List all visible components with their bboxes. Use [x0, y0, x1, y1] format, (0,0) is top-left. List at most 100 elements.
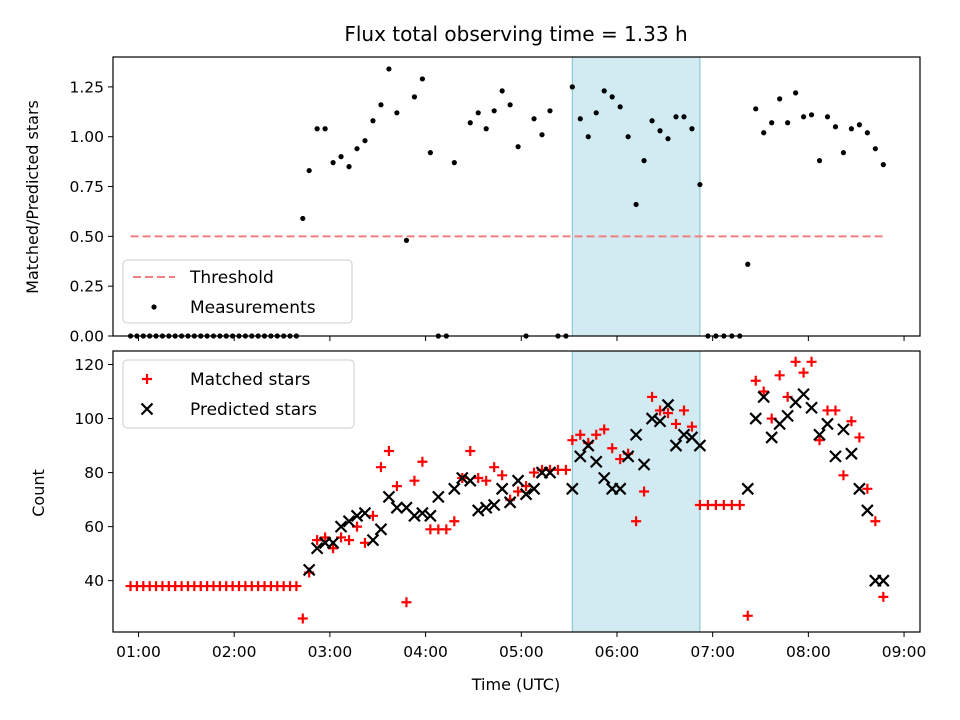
matched-point	[734, 500, 745, 511]
matched-legend-swatch	[142, 374, 152, 384]
measurement-point	[354, 146, 360, 152]
measurement-point	[609, 94, 615, 100]
chart-title: Flux total observing time = 1.33 h	[344, 22, 687, 46]
predicted-point	[653, 414, 667, 428]
matched-point	[449, 516, 460, 527]
predicted-point	[358, 506, 372, 520]
predicted-point	[326, 536, 340, 550]
predicted-point	[597, 471, 611, 485]
measurement-point	[507, 102, 513, 108]
predicted-point	[797, 387, 810, 401]
predicted-legend-swatch	[140, 402, 154, 416]
bottom-y-axis-label: Count	[29, 469, 48, 517]
matched-point	[846, 416, 857, 427]
measurement-point	[689, 126, 695, 132]
x-tick-label: 09:00	[882, 643, 927, 661]
matched-point	[670, 418, 681, 429]
bottom-y-tick-label: 60	[84, 518, 104, 536]
top-y-tick-label: 0.00	[69, 328, 104, 346]
matched-point	[312, 535, 323, 546]
matched-point	[291, 581, 302, 592]
measurement-point	[539, 132, 545, 138]
predicted-point	[781, 409, 794, 423]
bottom-plot-frame	[112, 350, 921, 633]
measurement-point	[499, 88, 505, 94]
predicted-point	[519, 487, 533, 501]
measurement-point	[601, 88, 607, 94]
predicted-point	[741, 482, 755, 496]
measurement-point	[585, 134, 591, 140]
x-tick-label: 04:00	[403, 643, 448, 661]
measurement-point	[593, 110, 599, 116]
predicted-point	[574, 450, 587, 463]
predicted-point	[805, 401, 818, 415]
measurement-point	[467, 120, 473, 126]
x-tick-label: 01:00	[116, 643, 161, 661]
predicted-point	[424, 509, 437, 523]
measurement-point	[394, 110, 400, 116]
predicted-point	[503, 496, 517, 509]
matched-point	[401, 597, 412, 608]
matched-point	[481, 475, 492, 486]
threshold-legend-label: Threshold	[189, 268, 274, 288]
measurement-point	[665, 136, 671, 142]
matched-point	[790, 356, 801, 367]
x-tick-label: 05:00	[499, 643, 544, 661]
measurement-point	[856, 122, 862, 128]
top-y-tick-label: 0.50	[69, 228, 104, 246]
measurement-point	[824, 114, 831, 120]
predicted-point	[821, 417, 834, 431]
measurement-point	[808, 112, 815, 118]
predicted-point	[366, 533, 380, 547]
measurement-point	[777, 96, 783, 102]
predicted-point	[455, 471, 469, 485]
measurement-point	[864, 130, 870, 136]
predicted-point	[408, 509, 421, 523]
measurement-point	[346, 164, 352, 170]
predicted-point	[661, 398, 675, 412]
measurement-point	[515, 144, 521, 150]
measurement-point	[840, 150, 847, 156]
predicted-point	[693, 439, 707, 452]
matched-point	[529, 467, 540, 478]
measurement-point	[577, 116, 583, 122]
x-tick-label: 08:00	[786, 643, 831, 661]
measurement-point	[633, 201, 639, 208]
bottom-y-tick-label: 40	[84, 572, 104, 590]
bottom-shaded-region	[571, 350, 701, 633]
matched-point	[591, 429, 602, 440]
predicted-point	[479, 501, 493, 514]
measurement-point	[370, 118, 376, 124]
matched-legend-label: Matched stars	[190, 370, 310, 390]
bottom-legend-box	[122, 359, 355, 429]
top-legend: Threshold Measurements	[122, 259, 353, 324]
matched-point	[560, 464, 571, 475]
matched-point	[344, 535, 355, 546]
matched-point	[409, 475, 420, 486]
predicted-point	[613, 482, 627, 496]
matched-point	[830, 405, 841, 416]
measurement-point	[769, 120, 775, 126]
measurement-point	[816, 158, 823, 164]
matched-point	[862, 483, 873, 494]
x-tick-label: 03:00	[308, 643, 353, 661]
predicted-point	[310, 541, 324, 555]
top-y-tick-label: 0.25	[69, 278, 104, 296]
matched-point	[758, 386, 769, 397]
x-tick-label: 02:00	[212, 643, 257, 661]
ratio-panel: 0.00 0.25 0.50 0.75 1.00 1.25 Threshold Measure…	[69, 56, 921, 346]
predicted-point	[637, 458, 651, 471]
matched-point	[441, 524, 452, 535]
x-axis-label: Time (UTC)	[471, 675, 560, 694]
predicted-point	[566, 482, 579, 496]
top-legend-box	[122, 259, 353, 324]
predicted-point	[621, 450, 635, 463]
matched-point	[798, 367, 809, 378]
x-tick-label: 07:00	[690, 643, 735, 661]
predicted-point	[390, 501, 404, 514]
measurement-point	[300, 215, 306, 222]
measurement-point	[800, 114, 807, 120]
matched-point	[647, 391, 658, 402]
measurement-point	[753, 106, 759, 112]
measurement-point	[681, 114, 687, 120]
